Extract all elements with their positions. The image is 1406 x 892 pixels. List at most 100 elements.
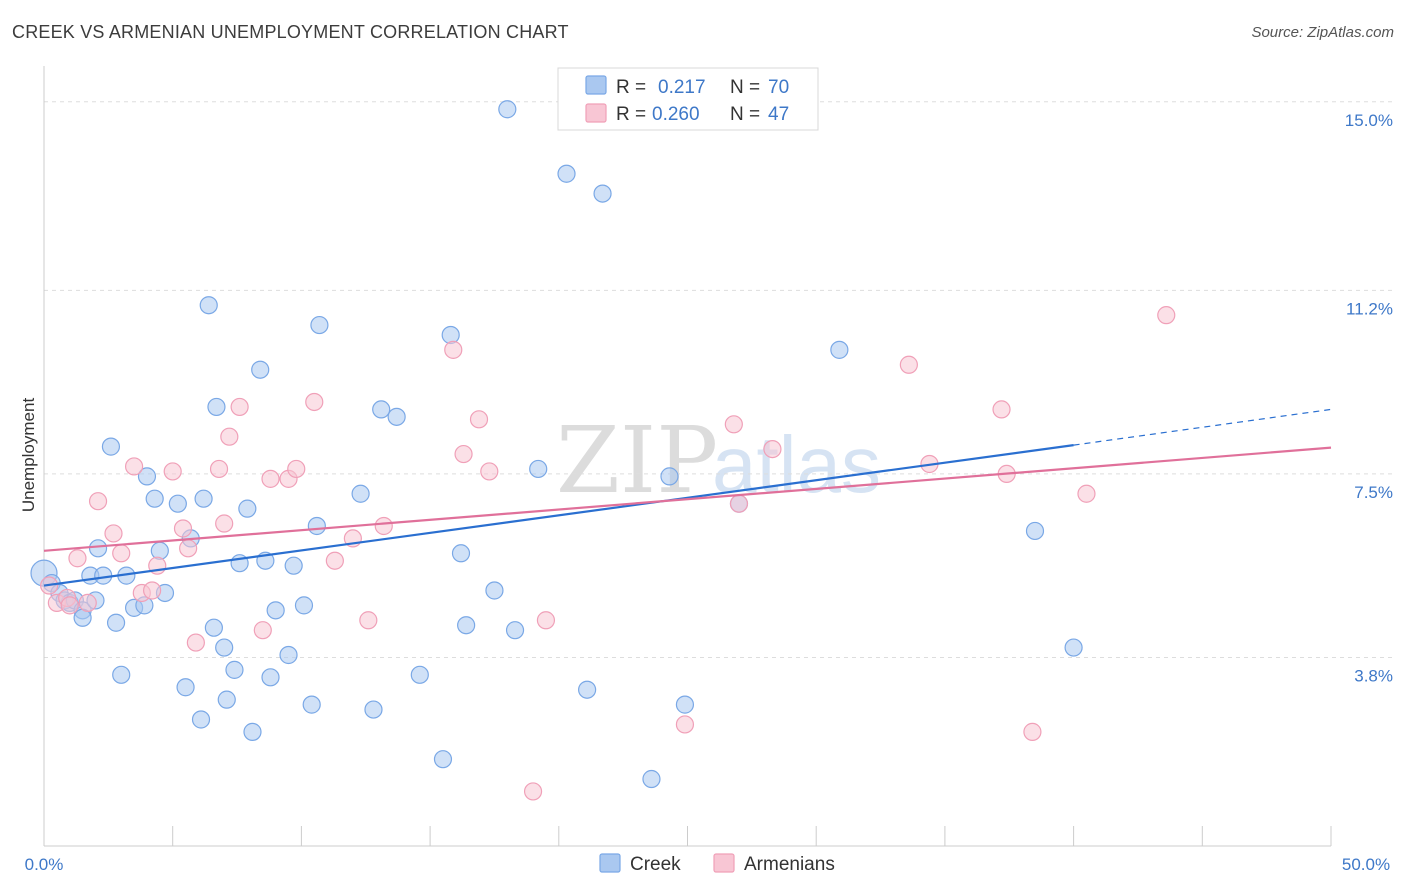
legend-bottom: Creek Armenians xyxy=(599,853,835,875)
bottom-legend-label-armenians: Armenians xyxy=(744,854,835,875)
creek-point xyxy=(204,618,223,637)
armenians-point xyxy=(68,549,87,568)
armenians-point xyxy=(253,621,272,640)
legend-swatch-armenians xyxy=(585,103,607,123)
bottom-legend-label-creek: Creek xyxy=(630,854,681,875)
armenians-point xyxy=(444,340,463,359)
armenians-point xyxy=(179,539,198,558)
legend-n-label-armenians: N = xyxy=(730,104,760,125)
watermark-zip: ZIP xyxy=(556,407,718,514)
y-tick-label: 7.5% xyxy=(1354,483,1393,502)
creek-point xyxy=(830,340,849,359)
armenians-point xyxy=(220,427,239,446)
bottom-legend-swatch-creek xyxy=(599,853,621,873)
creek-point xyxy=(207,397,226,417)
armenians-point xyxy=(112,544,131,563)
creek-point xyxy=(451,544,471,563)
x-tick-label-max: 50.0% xyxy=(1342,855,1390,874)
legend-swatch-creek xyxy=(585,75,607,95)
creek-point xyxy=(578,680,597,699)
creek-point xyxy=(168,494,187,513)
creek-point xyxy=(351,484,370,503)
armenians-point xyxy=(305,392,324,412)
armenians-point xyxy=(480,462,499,481)
armenians-point xyxy=(173,519,193,538)
creek-point xyxy=(310,315,329,335)
armenians-point xyxy=(325,551,344,570)
creek-point xyxy=(279,645,298,665)
armenians-point xyxy=(215,514,234,533)
source-label: Source: ZipAtlas.com xyxy=(1251,24,1394,41)
creek-point xyxy=(457,616,476,635)
creek-point xyxy=(284,556,303,575)
creek-point xyxy=(215,638,234,657)
watermark: ZIP atlas xyxy=(556,407,881,514)
creek-point xyxy=(302,695,321,714)
creek-point xyxy=(294,596,314,615)
creek-point xyxy=(243,722,262,741)
creek-point xyxy=(307,516,326,536)
armenians-point xyxy=(60,596,79,615)
creek-point xyxy=(410,665,429,684)
y-tick-label: 11.2% xyxy=(1346,299,1393,318)
creek-point xyxy=(194,489,213,508)
creek-point xyxy=(145,489,164,508)
legend-r-value-armenians: 0.260 xyxy=(652,104,700,125)
armenians-point xyxy=(523,782,543,801)
creek-point xyxy=(266,601,285,620)
creek-point xyxy=(217,690,236,709)
armenians-point xyxy=(729,494,749,513)
creek-point xyxy=(137,467,157,486)
creek-point xyxy=(433,750,453,769)
legend-r-label-armenians: R = xyxy=(616,104,646,125)
creek-point xyxy=(101,437,121,456)
creek-point xyxy=(251,360,270,379)
creek-point xyxy=(261,668,280,687)
armenians-trend-line xyxy=(43,446,1332,552)
legend-r-label-creek: R = xyxy=(616,77,646,98)
creek-point xyxy=(593,184,612,203)
creek-point xyxy=(675,695,695,714)
creek-point xyxy=(364,700,383,719)
legend-n-value-armenians: 47 xyxy=(768,104,789,125)
creek-point xyxy=(176,678,195,697)
creek-point xyxy=(498,100,517,119)
creek-point xyxy=(557,164,576,183)
armenians-point xyxy=(230,397,249,417)
creek-point xyxy=(112,665,131,684)
creek-point xyxy=(191,710,211,729)
creek-point xyxy=(88,539,108,558)
armenians-point xyxy=(374,516,393,536)
creek-trend-line xyxy=(43,444,1074,587)
creek-point xyxy=(485,581,504,600)
armenians-point xyxy=(1157,306,1176,325)
legend-n-value-creek: 70 xyxy=(768,77,789,98)
y-tick-label: 3.8% xyxy=(1354,666,1393,685)
creek-point xyxy=(529,459,548,479)
creek-point xyxy=(1064,638,1083,657)
creek-point xyxy=(387,407,406,426)
armenians-point xyxy=(1023,722,1042,741)
chart-title: CREEK VS ARMENIAN UNEMPLOYMENT CORRELATI… xyxy=(12,22,569,42)
armenians-point xyxy=(78,593,97,612)
creek-point xyxy=(642,769,661,789)
creek-point xyxy=(660,467,679,486)
armenians-point xyxy=(104,524,123,543)
creek-point xyxy=(238,499,257,518)
armenians-point xyxy=(163,462,182,481)
creek-point xyxy=(199,296,218,315)
y-axis-title: Unemployment xyxy=(19,398,38,513)
armenians-point xyxy=(469,410,489,429)
armenians-point xyxy=(1077,484,1096,503)
legend-n-label-creek: N = xyxy=(730,77,760,98)
bottom-legend-swatch-armenians xyxy=(713,853,735,873)
creek-point xyxy=(372,400,391,419)
legend-top: R = 0.217 N = 70 R = 0.260 N = 47 xyxy=(557,67,819,131)
armenians-point xyxy=(675,715,695,734)
armenians-point xyxy=(287,459,306,479)
creek-point xyxy=(1025,521,1045,541)
creek-point xyxy=(150,541,169,560)
x-tick-label-min: 0.0% xyxy=(25,855,64,874)
armenians-point xyxy=(124,457,144,476)
